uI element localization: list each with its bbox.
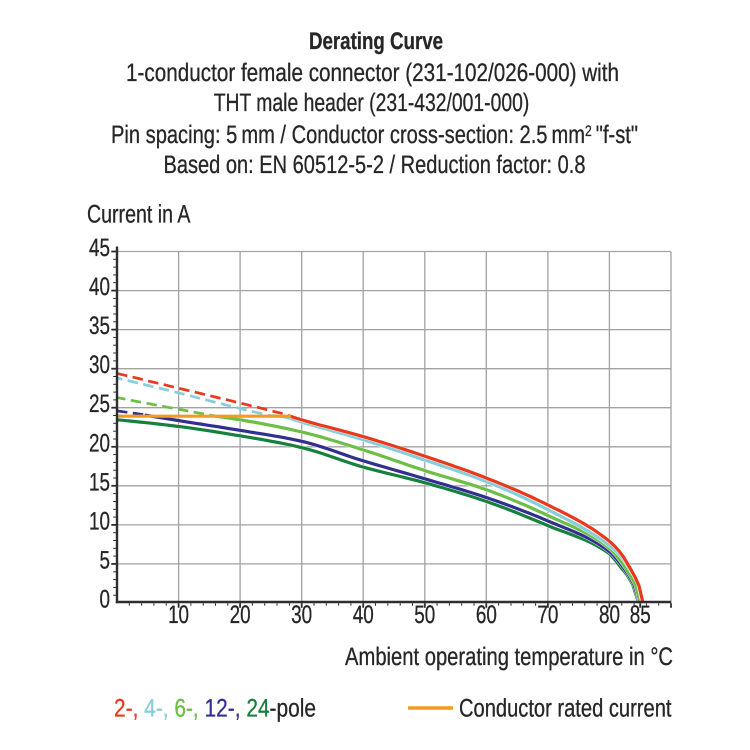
svg-text:85: 85 — [630, 601, 651, 629]
svg-text:0: 0 — [99, 586, 110, 614]
svg-text:70: 70 — [537, 601, 558, 629]
svg-text:Pin spacing: 5 mm / Conductor: Pin spacing: 5 mm / Conductor cross-sect… — [111, 121, 585, 149]
svg-text:1-conductor female connector (: 1-conductor female connector (231-102/02… — [126, 59, 619, 87]
svg-text:50: 50 — [414, 601, 435, 629]
svg-text:10: 10 — [89, 507, 110, 535]
svg-text:Ambient operating temperature: Ambient operating temperature in °C — [345, 643, 673, 671]
svg-text:30: 30 — [291, 601, 312, 629]
svg-text:60: 60 — [476, 601, 497, 629]
svg-text:10: 10 — [168, 601, 189, 629]
svg-text:THT male header (231-432/001-0: THT male header (231-432/001-000) — [214, 89, 530, 117]
svg-text:30: 30 — [89, 351, 110, 379]
svg-text:12-,: 12-, — [205, 695, 247, 723]
svg-text:-pole: -pole — [270, 695, 316, 723]
svg-text:Derating Curve: Derating Curve — [309, 28, 443, 55]
svg-text:2: 2 — [585, 123, 592, 140]
svg-text:Conductor rated current: Conductor rated current — [459, 695, 671, 723]
svg-text:40: 40 — [353, 601, 374, 629]
svg-text:35: 35 — [89, 312, 110, 340]
svg-text:20: 20 — [89, 429, 110, 457]
svg-text:25: 25 — [89, 390, 110, 418]
svg-text:5: 5 — [99, 546, 110, 574]
svg-text:80: 80 — [599, 601, 620, 629]
svg-text:45: 45 — [89, 234, 110, 262]
svg-text:Based on: EN 60512-5-2 / Reduc: Based on: EN 60512-5-2 / Reduction facto… — [164, 151, 586, 179]
svg-text:"f-st": "f-st" — [592, 121, 638, 149]
svg-text:40: 40 — [89, 273, 110, 301]
svg-text:24: 24 — [246, 695, 269, 723]
svg-text:2-,: 2-, — [114, 695, 144, 723]
svg-text:4-,: 4-, — [144, 695, 174, 723]
svg-text:6-,: 6-, — [174, 695, 204, 723]
svg-text:Current in A: Current in A — [87, 201, 190, 229]
svg-text:15: 15 — [89, 468, 110, 496]
svg-text:20: 20 — [230, 601, 251, 629]
